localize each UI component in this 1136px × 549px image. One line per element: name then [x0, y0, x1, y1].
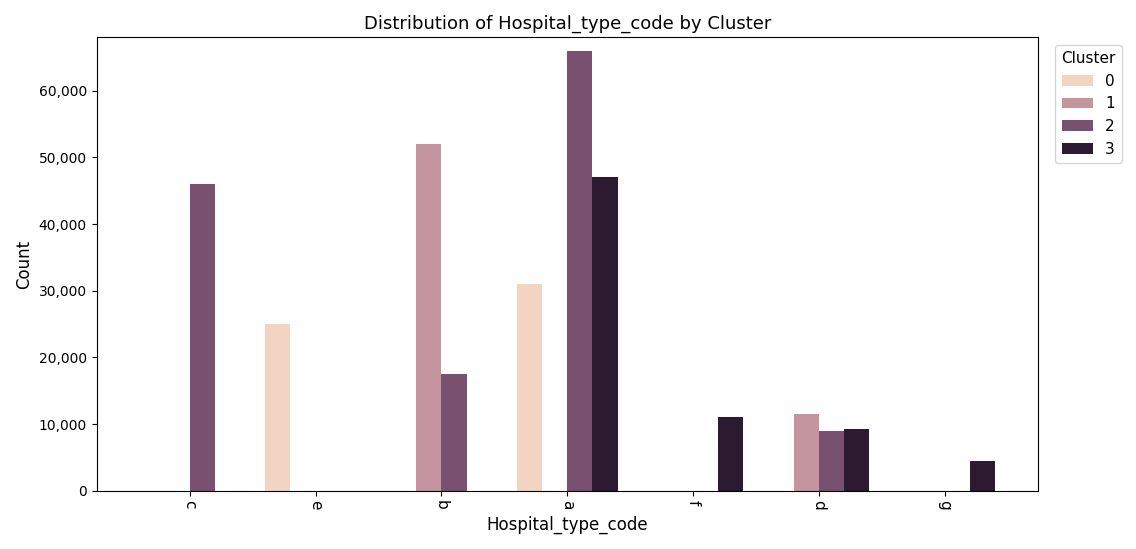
Bar — [970, 461, 995, 491]
Legend: 0, 1, 2, 3: 0, 1, 2, 3 — [1055, 45, 1121, 163]
Bar — [190, 184, 215, 491]
Bar — [592, 177, 618, 491]
Bar — [819, 431, 844, 491]
Bar — [265, 324, 291, 491]
Bar — [718, 417, 743, 491]
Bar — [517, 284, 542, 491]
Y-axis label: Count: Count — [15, 239, 33, 289]
Bar — [416, 144, 442, 491]
Bar — [442, 374, 467, 491]
Bar — [794, 414, 819, 491]
Title: Distribution of Hospital_type_code by Cluster: Distribution of Hospital_type_code by Cl… — [364, 15, 771, 33]
Bar — [567, 51, 592, 491]
X-axis label: Hospital_type_code: Hospital_type_code — [486, 516, 648, 534]
Bar — [844, 429, 869, 491]
